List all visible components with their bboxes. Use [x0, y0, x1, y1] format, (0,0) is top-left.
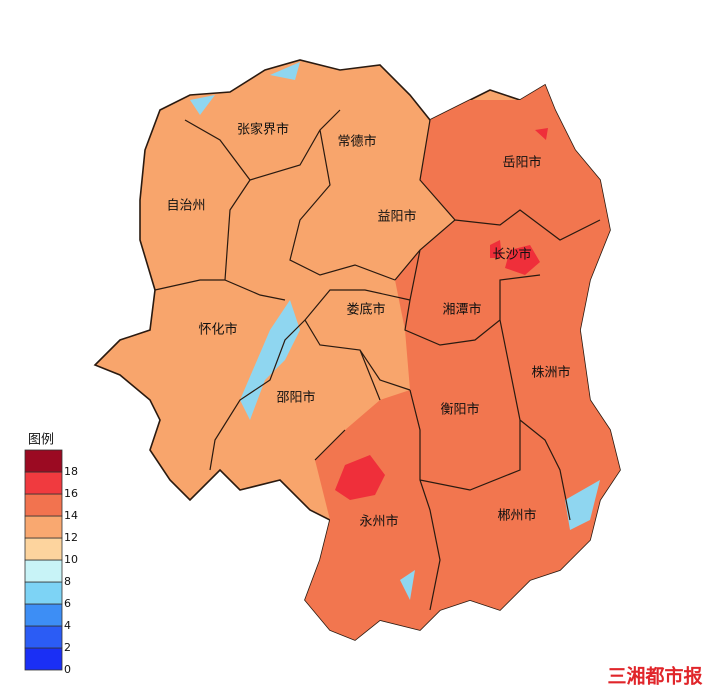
legend-swatch	[24, 603, 63, 627]
region-label: 益阳市	[377, 209, 416, 225]
legend-swatch	[24, 581, 63, 605]
region-label: 娄底市	[346, 302, 385, 318]
legend-title: 图例	[28, 433, 54, 448]
region-label: 常德市	[337, 134, 376, 150]
legend-tick-label: 2	[64, 641, 71, 654]
region-label: 湘潭市	[442, 302, 481, 318]
region-borders	[154, 109, 601, 611]
legend-tick-label: 0	[64, 663, 71, 676]
legend-swatch	[24, 471, 63, 495]
legend-tick-label: 6	[64, 597, 71, 610]
region-label: 永州市	[359, 514, 398, 530]
region-label: 自治州	[166, 199, 205, 214]
legend-tick-label: 18	[64, 465, 78, 478]
legend-tick-label: 12	[64, 531, 78, 544]
legend-tick-label: 4	[64, 619, 71, 632]
legend-swatch	[24, 515, 63, 539]
legend-tick-label: 14	[64, 509, 78, 522]
legend-tick-label: 10	[64, 553, 78, 566]
hot-spots	[335, 128, 548, 500]
region-label: 邵阳市	[276, 390, 315, 406]
legend-swatch	[24, 537, 63, 561]
region-label: 怀化市	[198, 322, 237, 338]
legend-swatch	[24, 625, 63, 649]
region-labels: 张家界市 常德市 岳阳市 自治州 益阳市 长沙市 娄底市 湘潭市 怀化市 株洲市…	[166, 122, 570, 530]
legend-swatch	[24, 493, 63, 517]
warm-zone	[305, 85, 620, 640]
legend-tick-label: 16	[64, 487, 78, 500]
region-label: 郴州市	[497, 508, 536, 524]
region-label: 株洲市	[531, 365, 570, 381]
legend-tick-label: 8	[64, 575, 71, 588]
legend-swatch	[24, 647, 63, 671]
region-label: 衡阳市	[440, 402, 479, 418]
region-label: 长沙市	[492, 247, 531, 263]
map-base	[93, 59, 621, 641]
watermark: 三湘都市报	[607, 665, 702, 688]
region-label: 张家界市	[237, 122, 289, 138]
legend-swatch	[24, 559, 63, 583]
region-label: 岳阳市	[502, 155, 541, 171]
legend-swatch	[24, 449, 63, 473]
legend: 图例 0 2 4 6 8 10 12 14 16 18	[24, 433, 78, 676]
cool-spots	[190, 62, 600, 600]
